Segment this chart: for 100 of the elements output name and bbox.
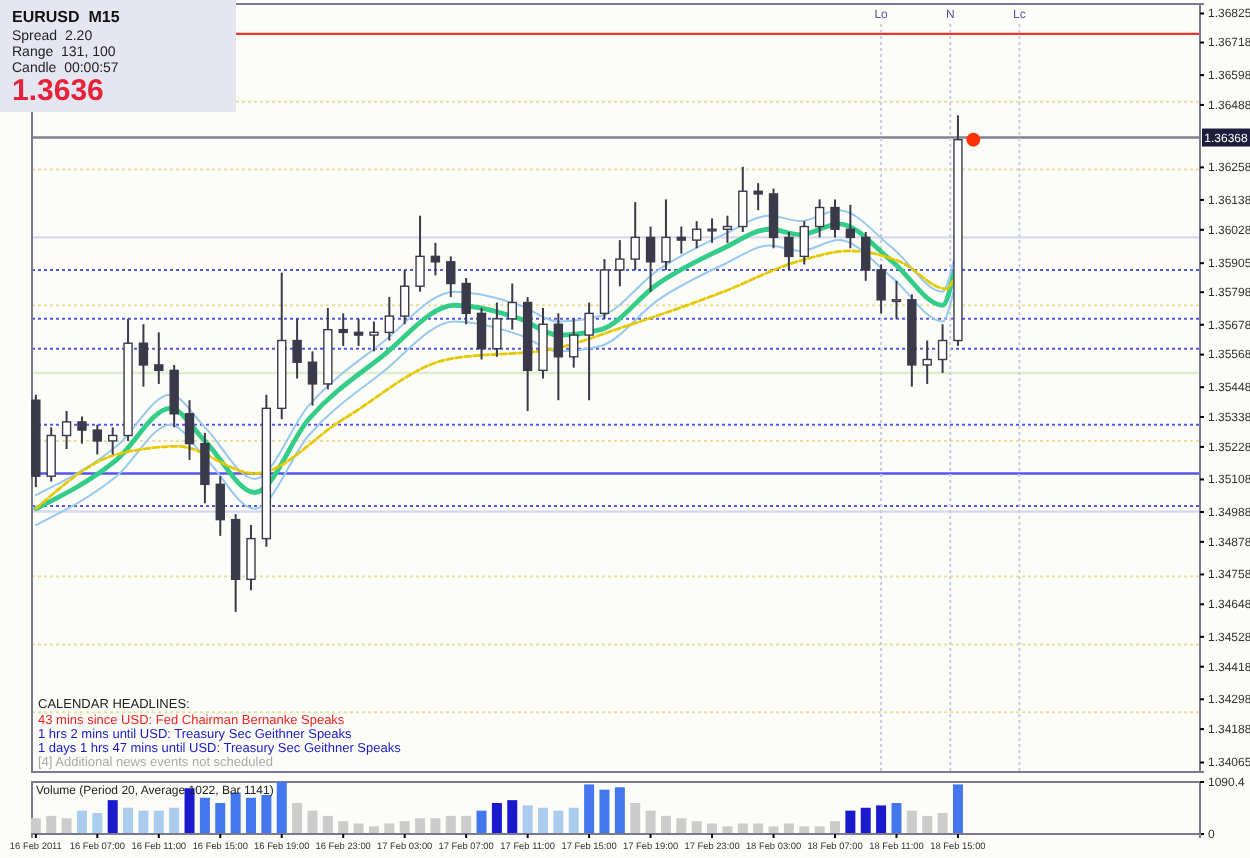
candlestick xyxy=(691,220,702,250)
bar xyxy=(491,803,502,834)
candlestick xyxy=(584,301,594,402)
bar xyxy=(138,810,149,834)
bar xyxy=(430,818,441,834)
bar xyxy=(814,826,825,834)
bar xyxy=(584,784,595,834)
bar xyxy=(538,807,548,834)
candlestick xyxy=(507,282,517,331)
candlestick xyxy=(722,214,733,244)
bar xyxy=(922,815,933,834)
candlestick xyxy=(753,182,763,212)
candlestick xyxy=(630,201,640,271)
candlestick xyxy=(369,320,379,353)
candlestick xyxy=(138,323,149,388)
candlestick xyxy=(307,350,318,407)
candlestick xyxy=(492,301,502,358)
candlestick xyxy=(292,317,302,380)
candlestick xyxy=(645,225,656,293)
bar xyxy=(292,803,303,834)
candlestick xyxy=(446,255,456,299)
bar xyxy=(830,821,840,834)
candlestick xyxy=(538,306,548,380)
bar xyxy=(230,792,241,834)
bar xyxy=(215,803,226,834)
candlestick xyxy=(246,524,256,592)
candlestick xyxy=(430,241,441,277)
candlestick xyxy=(876,263,886,315)
bar xyxy=(906,810,917,834)
candlestick xyxy=(553,312,564,402)
candlestick xyxy=(61,410,72,451)
candlestick xyxy=(768,187,779,250)
candlestick xyxy=(861,230,871,282)
bar xyxy=(568,807,579,834)
candlestick xyxy=(461,277,471,326)
candlestick xyxy=(676,225,687,255)
bar xyxy=(76,810,87,834)
candlestick xyxy=(830,198,840,239)
bar xyxy=(599,789,610,834)
candlestick xyxy=(353,317,364,347)
candlestick xyxy=(154,331,164,385)
candlestick xyxy=(399,268,410,326)
bar xyxy=(307,810,318,834)
bar xyxy=(276,782,287,834)
bar xyxy=(445,815,456,834)
candlestick xyxy=(784,230,794,271)
bar xyxy=(507,800,518,834)
bar xyxy=(368,826,379,834)
candlestick xyxy=(77,415,87,445)
bar xyxy=(399,821,410,834)
candlestick xyxy=(476,306,487,361)
bar xyxy=(169,807,180,834)
bar xyxy=(461,815,472,834)
candlestick xyxy=(661,198,671,271)
bar xyxy=(876,805,887,834)
candlestick xyxy=(338,312,348,347)
candlestick xyxy=(569,317,579,369)
annotation: 1.3636 xyxy=(12,74,104,108)
bar xyxy=(799,826,810,834)
bar xyxy=(660,815,671,834)
bar xyxy=(630,803,641,834)
candlestick xyxy=(845,203,856,250)
bar xyxy=(553,810,564,834)
candlestick xyxy=(184,399,195,461)
bar xyxy=(30,818,41,834)
candlestick xyxy=(615,239,625,288)
bar xyxy=(153,810,164,834)
bar xyxy=(722,826,733,834)
candlestick xyxy=(799,220,809,266)
bar xyxy=(61,818,72,834)
candlestick xyxy=(46,426,56,483)
candlestick xyxy=(599,258,610,320)
candlestick xyxy=(707,217,717,244)
bar xyxy=(261,794,272,834)
candlestick xyxy=(415,214,425,293)
bar xyxy=(645,810,656,834)
bar xyxy=(937,813,948,834)
candlestick xyxy=(384,296,395,342)
candlestick xyxy=(738,165,748,233)
bar xyxy=(952,784,963,834)
bar xyxy=(199,797,210,834)
candlestick xyxy=(814,198,825,239)
bar xyxy=(614,787,625,834)
bar xyxy=(415,818,426,834)
bar xyxy=(123,807,134,834)
bar xyxy=(476,810,487,834)
bar xyxy=(246,797,256,834)
annotation: EURUSD M15 xyxy=(12,8,121,26)
bar xyxy=(522,805,533,834)
bar xyxy=(768,826,779,834)
candlestick xyxy=(200,431,210,505)
bar xyxy=(107,800,118,834)
bar xyxy=(691,821,702,834)
bar xyxy=(92,813,103,834)
candlestick xyxy=(215,475,225,537)
candlestick xyxy=(922,339,932,385)
candlestick xyxy=(107,426,118,456)
bar xyxy=(845,810,856,834)
bar xyxy=(338,821,349,834)
bar xyxy=(860,807,871,834)
